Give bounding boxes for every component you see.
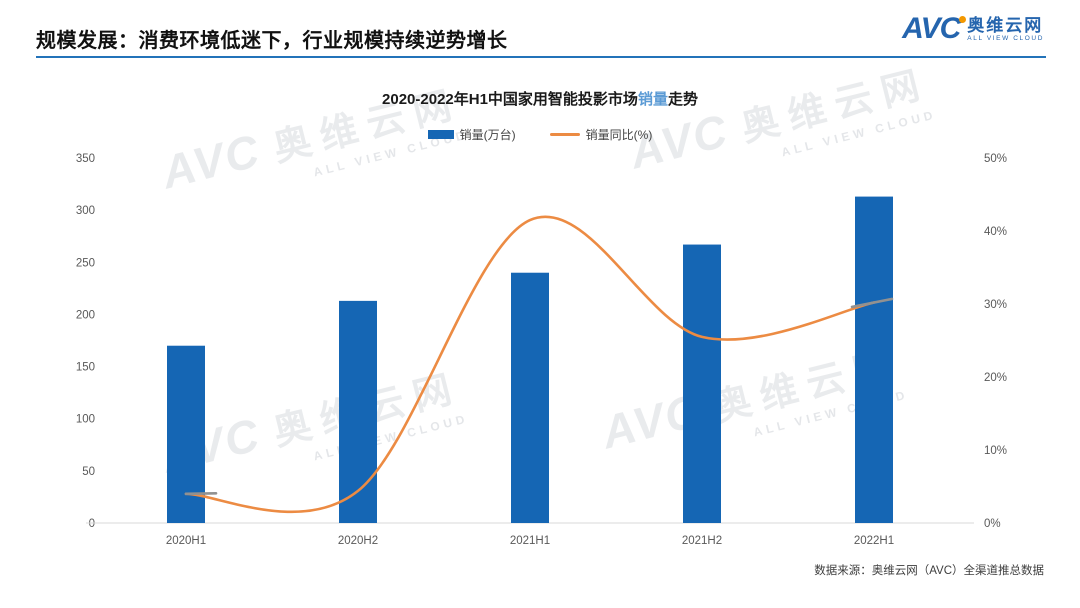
logo-company-name: 奥维云网 (967, 15, 1044, 35)
bar-2022H1 (855, 196, 893, 524)
avc-logo-mark: AVC (902, 14, 967, 44)
legend-line-swatch-icon (549, 133, 580, 136)
y-axis-left-tick: 0 (89, 518, 95, 530)
line-start-cap (184, 491, 218, 496)
y-axis-left-tick: 300 (76, 205, 95, 217)
logo-company-subtext: ALL VIEW CLOUD (967, 35, 1044, 43)
x-axis-label: 2020H2 (338, 535, 378, 547)
y-axis-left-tick: 200 (76, 309, 95, 321)
y-axis-right-tick: 20% (984, 372, 1007, 384)
legend-item-yoy: 销量同比(%) (549, 126, 653, 143)
data-source-note: 数据来源：奥维云网（AVC）全渠道推总数据 (814, 565, 1044, 577)
y-axis-right-tick: 0% (984, 518, 1001, 530)
chart-title: 2020-2022年H1中国家用智能投影市场销量走势 (0, 88, 1080, 109)
bar-2020H2 (339, 300, 377, 523)
legend-bar-swatch-icon (427, 130, 454, 139)
legend-label-sales: 销量(万台) (459, 128, 516, 142)
logo-orange-dot-icon (959, 16, 967, 23)
legend-item-sales: 销量(万台) (427, 126, 516, 143)
avc-logo: AVC 奥维云网 ALL VIEW CLOUD (902, 14, 1044, 44)
chart-title-highlight: 销量 (637, 91, 668, 108)
y-axis-left-tick: 100 (76, 414, 95, 426)
bar-2021H2 (683, 244, 721, 524)
chart-title-suffix: 走势 (667, 91, 698, 108)
x-axis-label: 2020H1 (166, 535, 206, 547)
y-axis-right-tick: 50% (984, 153, 1007, 165)
y-axis-left-tick: 350 (76, 153, 95, 165)
chart-title-prefix: 2020-2022年H1中国家用智能投影市场 (382, 91, 638, 108)
x-axis-label: 2021H2 (682, 535, 722, 547)
y-axis-right-tick: 30% (984, 299, 1007, 311)
y-axis-left-tick: 50 (82, 466, 95, 478)
y-axis-right-tick: 10% (984, 445, 1007, 457)
chart-legend: 销量(万台) 销量同比(%) (0, 126, 1080, 143)
line-end-cap (850, 297, 894, 309)
x-axis-label: 2021H1 (510, 535, 550, 547)
legend-label-yoy: 销量同比(%) (585, 128, 653, 142)
bar-2021H1 (511, 272, 549, 523)
header-divider (36, 56, 1046, 58)
page-title: 规模发展：消费环境低迷下，行业规模持续逆势增长 (36, 30, 508, 52)
x-axis-label: 2022H1 (854, 535, 894, 547)
yoy-line (184, 215, 876, 514)
y-axis-right-tick: 40% (984, 226, 1007, 238)
y-axis-left-tick: 150 (76, 362, 95, 374)
y-axis-left-tick: 250 (76, 257, 95, 269)
